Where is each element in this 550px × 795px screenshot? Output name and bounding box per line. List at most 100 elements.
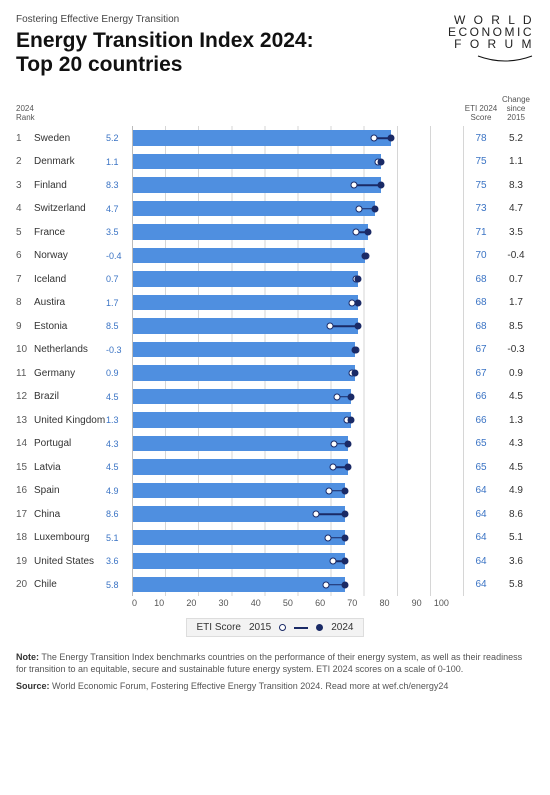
change-cell-right: 8.6	[498, 509, 534, 520]
dot-2024-icon	[341, 487, 348, 494]
table-row: 17China8.6648.6	[16, 502, 534, 526]
change-cell-left: 8.5	[106, 321, 132, 331]
kicker: Fostering Effective Energy Transition	[16, 14, 448, 25]
table-row: 7Iceland0.7680.7	[16, 267, 534, 291]
source-line: Source: World Economic Forum, Fostering …	[16, 680, 534, 692]
bar	[133, 271, 358, 287]
change-cell-right: 1.1	[498, 156, 534, 167]
dot-2024-icon	[351, 346, 358, 353]
rank-cell: 15	[16, 462, 34, 473]
bar	[133, 130, 391, 146]
rank-cell: 19	[16, 556, 34, 567]
logo-arc-icon	[448, 52, 534, 68]
logo-line-3: F O R U M	[448, 38, 534, 50]
chart-container: Fostering Effective Energy Transition En…	[0, 0, 550, 708]
bar	[133, 177, 381, 193]
bar	[133, 412, 351, 428]
table-row: 19United States3.6643.6	[16, 549, 534, 573]
change-cell-right: -0.4	[498, 250, 534, 261]
change-cell-right: 1.3	[498, 415, 534, 426]
bar-cell	[132, 526, 464, 550]
dot-2015-icon	[353, 229, 360, 236]
bar-cell	[132, 455, 464, 479]
bar	[133, 459, 348, 475]
legend: ETI Score 2015 2024	[186, 618, 365, 637]
bar	[133, 365, 355, 381]
bar	[133, 389, 351, 405]
country-cell: Finland	[34, 180, 106, 191]
score-cell: 64	[464, 509, 498, 520]
table-row: 14Portugal4.3654.3	[16, 432, 534, 456]
dot-2015-icon	[350, 182, 357, 189]
dot-2015-icon	[325, 487, 332, 494]
change-cell-left: 8.3	[106, 180, 132, 190]
change-cell-left: 3.6	[106, 556, 132, 566]
bar-cell	[132, 573, 464, 597]
dot-2024-icon	[371, 205, 378, 212]
bar-cell	[132, 385, 464, 409]
change-cell-right: 0.9	[498, 368, 534, 379]
table-row: 10Netherlands-0.367-0.3	[16, 338, 534, 362]
country-cell: Switzerland	[34, 203, 106, 214]
score-cell: 68	[464, 321, 498, 332]
score-cell: 66	[464, 391, 498, 402]
legend-label: ETI Score	[197, 622, 241, 633]
bar-cell	[132, 361, 464, 385]
bar-cell	[132, 220, 464, 244]
wef-logo: W O R L D ECONOMIC F O R U M	[448, 14, 534, 68]
header-rank: 2024 Rank	[16, 104, 34, 122]
legend-dot-2015-icon	[279, 624, 286, 631]
score-cell: 75	[464, 180, 498, 191]
country-cell: Luxembourg	[34, 532, 106, 543]
country-cell: Latvia	[34, 462, 106, 473]
change-cell-left: 4.5	[106, 462, 132, 472]
table-row: 18Luxembourg5.1645.1	[16, 526, 534, 550]
dot-2024-icon	[351, 370, 358, 377]
change-cell-right: 4.5	[498, 462, 534, 473]
change-cell-left: 0.7	[106, 274, 132, 284]
bar-cell	[132, 173, 464, 197]
bar-cell	[132, 432, 464, 456]
title-line-1: Energy Transition Index 2024:	[16, 29, 314, 52]
bar-cell	[132, 150, 464, 174]
x-tick: 20	[186, 598, 196, 608]
change-cell-left: 5.2	[106, 133, 132, 143]
change-cell-left: -0.4	[106, 251, 132, 261]
change-cell-left: 5.1	[106, 533, 132, 543]
change-cell-left: 4.3	[106, 439, 132, 449]
dot-2024-icon	[341, 558, 348, 565]
header-left: Fostering Effective Energy Transition En…	[16, 14, 448, 77]
country-cell: Sweden	[34, 133, 106, 144]
legend-connector-icon	[294, 627, 308, 629]
header-score: ETI 2024 Score	[464, 104, 498, 122]
change-cell-right: 4.7	[498, 203, 534, 214]
bar-cell	[132, 479, 464, 503]
dot-2024-icon	[345, 464, 352, 471]
bar	[133, 318, 358, 334]
table-row: 11Germany0.9670.9	[16, 361, 534, 385]
dot-2015-icon	[313, 511, 320, 518]
country-cell: Portugal	[34, 438, 106, 449]
rank-cell: 12	[16, 391, 34, 402]
rank-cell: 5	[16, 227, 34, 238]
change-cell-left: 4.9	[106, 486, 132, 496]
rank-cell: 13	[16, 415, 34, 426]
rank-cell: 10	[16, 344, 34, 355]
dot-2024-icon	[341, 581, 348, 588]
country-cell: Germany	[34, 368, 106, 379]
rank-cell: 8	[16, 297, 34, 308]
bar	[133, 553, 345, 569]
country-cell: Spain	[34, 485, 106, 496]
country-cell: China	[34, 509, 106, 520]
score-cell: 75	[464, 156, 498, 167]
score-cell: 65	[464, 462, 498, 473]
bar-cell	[132, 291, 464, 315]
dot-2024-icon	[348, 393, 355, 400]
bar-cell	[132, 338, 464, 362]
x-axis-ticks: 0102030405060708090100	[132, 598, 464, 608]
header-row: Fostering Effective Energy Transition En…	[16, 14, 534, 77]
dot-2024-icon	[388, 135, 395, 142]
table-row: 15Latvia4.5654.5	[16, 455, 534, 479]
change-cell-right: 5.8	[498, 579, 534, 590]
x-tick: 90	[412, 598, 422, 608]
